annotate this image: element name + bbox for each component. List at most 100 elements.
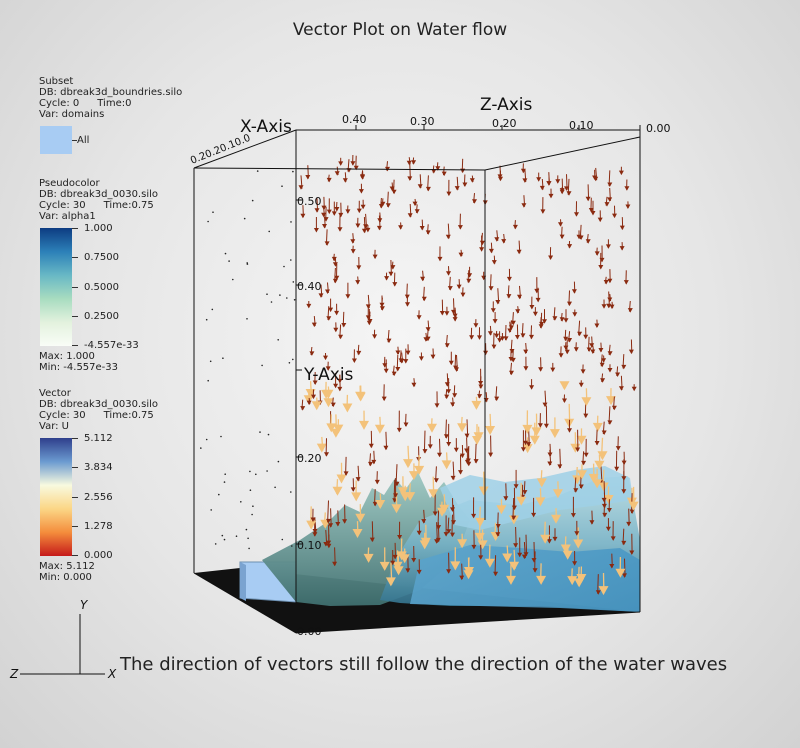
vector-arrow-head [405, 350, 411, 356]
vector-arrow-head [316, 443, 327, 453]
vector-arrow-head [564, 186, 569, 191]
scatter-dot [249, 470, 251, 473]
vector-arrow-head [324, 241, 330, 246]
vector-arrow-head [427, 423, 437, 433]
vector-arrow-head [334, 310, 340, 316]
vector-arrow-head [446, 529, 452, 534]
vector-field [200, 154, 639, 596]
vector-arrow-head [498, 176, 503, 182]
vector-arrow-head [350, 487, 356, 492]
vector-arrow-head [538, 324, 544, 329]
orientation-triad [20, 614, 105, 675]
vector-arrow-head [338, 161, 344, 166]
vector-arrow-head [590, 211, 596, 216]
vector-arrow-head [572, 475, 583, 485]
vector-arrow-head [628, 501, 639, 511]
vector-arrow-head [323, 355, 328, 361]
vector-arrow-head [355, 223, 361, 228]
vector-arrow-head [512, 224, 518, 230]
scatter-dot [249, 489, 252, 492]
vector-arrow-head [601, 304, 607, 309]
pseudocolor-cycle: Cycle: 30 [39, 200, 86, 211]
vector-arrow-head [414, 209, 420, 214]
vector-arrow-head [332, 486, 343, 496]
vector-arrow-head [477, 335, 482, 340]
vector-arrow-head [576, 234, 582, 240]
vector-arrow-head [351, 358, 357, 363]
vector-arrow-head [444, 394, 450, 400]
vector-arrow-head [612, 213, 617, 219]
subset-type-label: Subset [39, 76, 74, 87]
vector-arrow-head [628, 349, 634, 355]
vector-arrow-head [355, 477, 361, 482]
vector-arrow-head [393, 493, 399, 498]
vector-arrow-head [523, 440, 528, 446]
vector-arrow-head [601, 430, 607, 435]
vector-arrow-head [622, 573, 627, 578]
scatter-dot [290, 221, 292, 223]
vector-arrow-head [502, 553, 513, 563]
vector-arrow-head [614, 466, 620, 472]
vector-arrow-head [464, 448, 470, 453]
vector-arrow-head [431, 169, 437, 174]
vector-arrow-head [300, 406, 306, 411]
vector-arrow-head [551, 514, 561, 524]
vector-arrow-head [532, 311, 538, 317]
vector-arrow-head [333, 424, 344, 434]
vector-arrow-head [447, 286, 453, 291]
vector-arrow-head [562, 398, 567, 403]
vector-arrow-head [350, 239, 356, 244]
y-tick-label: 0.10 [297, 539, 322, 552]
vector-arrow-head [531, 512, 537, 518]
vector-arrow-head [405, 302, 410, 307]
vector-arrow-head [492, 319, 498, 324]
triad-y-label: Y [80, 598, 89, 612]
scatter-dot [246, 318, 248, 320]
vector-arrow-head [605, 526, 611, 532]
vector-arrow-head [585, 196, 591, 202]
vector-arrow-head [311, 322, 317, 328]
vector-arrow-head [567, 244, 573, 249]
vector-arrow-head [562, 550, 573, 560]
vector-arrow-head [395, 367, 401, 372]
vector-arrow-head [372, 501, 378, 507]
vector-arrow-head [454, 186, 460, 191]
vector-arrow-head [342, 178, 348, 183]
vector-arrow-head [322, 224, 327, 229]
vector-var: Var: U [39, 421, 69, 432]
water-front-band [410, 545, 640, 612]
vector-arrow-head [388, 271, 394, 277]
vector-arrow-head [403, 359, 409, 364]
vector-arrow-head [488, 286, 494, 291]
vector-arrow-head [309, 351, 315, 356]
scatter-dot [293, 299, 296, 301]
vector-arrow-head [508, 325, 514, 330]
vector-arrow-head [437, 507, 447, 517]
vector-arrow-head [542, 402, 548, 408]
vector-arrow-head [446, 389, 452, 394]
vector-arrow-shaft [525, 534, 528, 556]
vector-arrow-head [326, 209, 332, 215]
vector-arrow-head [506, 575, 516, 585]
scatter-dot [268, 230, 271, 233]
vector-arrow-head [546, 539, 552, 544]
vector-arrow-head [384, 276, 390, 281]
vector-arrow-head [450, 475, 456, 481]
vector-arrow-head [326, 540, 332, 546]
vector-arrow-head [583, 413, 589, 419]
vector-arrow-head [453, 447, 459, 453]
scatter-dot [207, 220, 209, 223]
vector-arrow-head [418, 356, 424, 361]
vector-arrow-head [345, 294, 351, 299]
scatter-dot [232, 278, 234, 281]
vector-arrow-head [510, 320, 516, 326]
vector-arrow-head [526, 442, 532, 447]
vector-arrow-head [594, 323, 600, 328]
vector-cycle: Cycle: 30 [39, 410, 86, 421]
pseudocolor-time: Time:0.75 [103, 200, 154, 211]
vector-arrow-head [458, 470, 463, 475]
vector-arrow-head [563, 318, 569, 323]
vector-arrow-head [483, 398, 489, 403]
vector-arrow-head [508, 515, 519, 525]
